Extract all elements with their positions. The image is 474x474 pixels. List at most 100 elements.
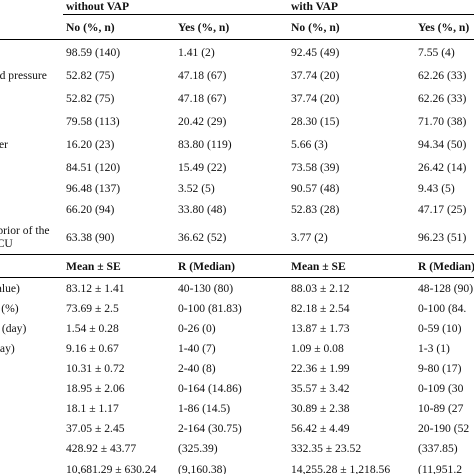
cell-d: 62.26 (33) — [418, 69, 467, 82]
col-mean-without: Mean ± SE — [63, 254, 175, 278]
cell-c: 90.57 (48) — [291, 182, 340, 195]
table-row: 18.95 ± 2.06 0-164 (14.86) 35.57 ± 3.42 0-1… — [0, 378, 474, 398]
cell-a: 16.20 (23) — [66, 138, 115, 151]
col-yes-with: Yes (%, n) — [415, 14, 474, 40]
cell-a: 18.95 ± 2.06 — [66, 381, 125, 395]
cell-b: 40-130 (80) — [178, 281, 234, 295]
row-label — [0, 378, 63, 398]
cell-b: 47.18 (67) — [178, 92, 227, 105]
col-yes-without: Yes (%, n) — [175, 14, 288, 40]
cell-d: 0-109 (30 — [418, 381, 464, 395]
cell-a: 9.16 ± 0.67 — [66, 341, 119, 355]
row-label: use — [0, 40, 63, 66]
cell-c: 1.09 ± 0.08 — [291, 341, 344, 355]
blank-cell — [0, 254, 63, 278]
row-label — [0, 438, 63, 459]
cell-d: 26.42 (14) — [418, 161, 467, 174]
table-row: use98.59 (140) 1.41 (2) 92.45 (49) 7.55 (4) — [0, 40, 474, 66]
row-label — [0, 358, 63, 378]
cell-a: 84.51 (120) — [66, 161, 121, 174]
cell-d: 48-128 (90) — [418, 281, 474, 295]
table-row: 428.92 ± 43.77 (325.39) 332.35 ± 23.52 (337… — [0, 438, 474, 459]
cell-c: 35.57 ± 3.42 — [291, 381, 350, 395]
cell-b: 3.52 (5) — [178, 182, 215, 195]
col-range-without: R (Median) — [175, 254, 288, 278]
row-label: athy — [0, 157, 63, 178]
cell-c: 28.30 (15) — [291, 115, 340, 128]
cell-c: 37.74 (20) — [291, 69, 340, 82]
table-row: 10,681.29 ± 630.24 (9,160.38) 14,255.28 ± … — [0, 459, 474, 474]
table-row: 66.20 (94) 33.80 (48) 52.83 (28) 47.17 (25) — [0, 199, 474, 220]
row-label: blood pressure — [0, 69, 47, 82]
cell-c: 52.83 (28) — [291, 203, 340, 216]
row-label — [0, 398, 63, 418]
cell-d: 9-80 (17) — [418, 361, 462, 375]
table-row: ladder 16.20 (23) 83.80 (119) 5.66 (3) 94.34… — [0, 132, 474, 157]
cell-b: (325.39) — [178, 442, 218, 455]
row-label — [0, 178, 63, 199]
cell-a: 83.12 ± 1.41 — [66, 281, 125, 295]
cell-d: (337.85) — [418, 442, 458, 455]
cell-d: 20-190 (52 — [418, 421, 470, 435]
cell-b: 2-40 (8) — [178, 361, 216, 375]
col-no-with: No (%, n) — [288, 14, 415, 40]
row-label: e (value) — [0, 281, 20, 295]
header-row-percent: No (%, n) Yes (%, n) No (%, n) Yes (%, n… — [0, 14, 474, 40]
cell-b: (9,160.38) — [175, 459, 288, 474]
cell-c: 37.74 (20) — [291, 92, 340, 105]
group-with-vap: with VAP — [288, 0, 474, 15]
cell-b: 1-40 (7) — [178, 341, 216, 355]
table-row: 18.1 ± 1.17 1-86 (14.5) 30.89 ± 2.38 10-89 … — [0, 398, 474, 418]
cell-d: 1-3 (1) — [418, 341, 450, 355]
table-row: iene (%) 73.69 ± 2.5 0-100 (81.83) 82.18 ± … — [0, 298, 474, 318]
cell-a: 52.82 (75) — [66, 69, 115, 82]
table-row: 96.48 (137) 3.52 (5) 90.57 (48) 9.43 (5) — [0, 178, 474, 199]
table-row: ays prior of thehe ICU 63.38 (90) 36.62 (5… — [0, 220, 474, 255]
row-label: ladder — [0, 138, 8, 151]
cell-d: 94.34 (50) — [418, 138, 467, 151]
table-row: 52.82 (75) 47.18 (67) 37.74 (20) 62.26 (33) — [0, 86, 474, 111]
row-label — [0, 459, 63, 474]
table-row: ce79.58 (113) 20.42 (29) 28.30 (15) 71.70 (… — [0, 111, 474, 132]
cell-b: 83.80 (119) — [178, 138, 232, 151]
table-row: 10.31 ± 0.72 2-40 (8) 22.36 ± 1.99 9-80 (17… — [0, 358, 474, 378]
cell-a: 37.05 ± 2.45 — [66, 421, 125, 435]
row-label — [0, 418, 63, 438]
table-row: blood pressure 52.82 (75) 47.18 (67) 37.74 … — [0, 65, 474, 86]
cell-a: 10,681.29 ± 630.24 — [63, 459, 175, 474]
row-label: ce — [0, 111, 63, 132]
cell-a: 66.20 (94) — [66, 203, 115, 216]
col-range-with: R (Median) — [415, 254, 474, 278]
cell-b: 2-164 (30.75) — [178, 421, 242, 435]
cell-c: 30.89 ± 2.38 — [291, 401, 350, 415]
cell-a: 73.69 ± 2.5 — [66, 301, 119, 315]
cell-c: 82.18 ± 2.54 — [291, 301, 350, 315]
cell-c: 13.87 ± 1.73 — [291, 321, 350, 335]
col-no-without: No (%, n) — [63, 14, 175, 40]
cell-b: 15.49 (22) — [178, 161, 227, 174]
cell-b: 0-26 (0) — [178, 321, 216, 335]
table-row: U (day) 9.16 ± 0.67 1-40 (7) 1.09 ± 0.08 1-3… — [0, 338, 474, 358]
row-label: U (day) — [0, 341, 15, 355]
cell-a: 98.59 (140) — [66, 46, 121, 59]
cell-c: 56.42 ± 4.49 — [291, 421, 350, 435]
cell-a: 63.38 (90) — [66, 230, 115, 244]
cell-b: 0-100 (81.83) — [178, 301, 242, 315]
cell-b: 0-164 (14.86) — [178, 381, 242, 395]
cell-d: 96.23 (51) — [418, 230, 467, 244]
cell-d: 71.70 (38) — [418, 115, 467, 128]
cell-d: 7.55 (4) — [418, 46, 455, 59]
cell-c: 14,255.28 ± 1,218.56 — [288, 459, 415, 474]
row-label — [0, 199, 63, 220]
cell-d: 0-59 (10) — [418, 321, 462, 335]
group-without-vap: without VAP — [63, 0, 288, 15]
cell-c: 332.35 ± 23.52 — [291, 442, 362, 455]
cell-c: 3.77 (2) — [291, 230, 328, 244]
group-header-row: without VAP with VAP — [0, 0, 474, 15]
cell-c: 92.45 (49) — [291, 46, 340, 59]
cell-b: 1-86 (14.5) — [178, 401, 231, 415]
cell-c: 73.58 (39) — [291, 161, 340, 174]
header-row-stats: Mean ± SE R (Median) Mean ± SE R (Median) — [0, 254, 474, 278]
